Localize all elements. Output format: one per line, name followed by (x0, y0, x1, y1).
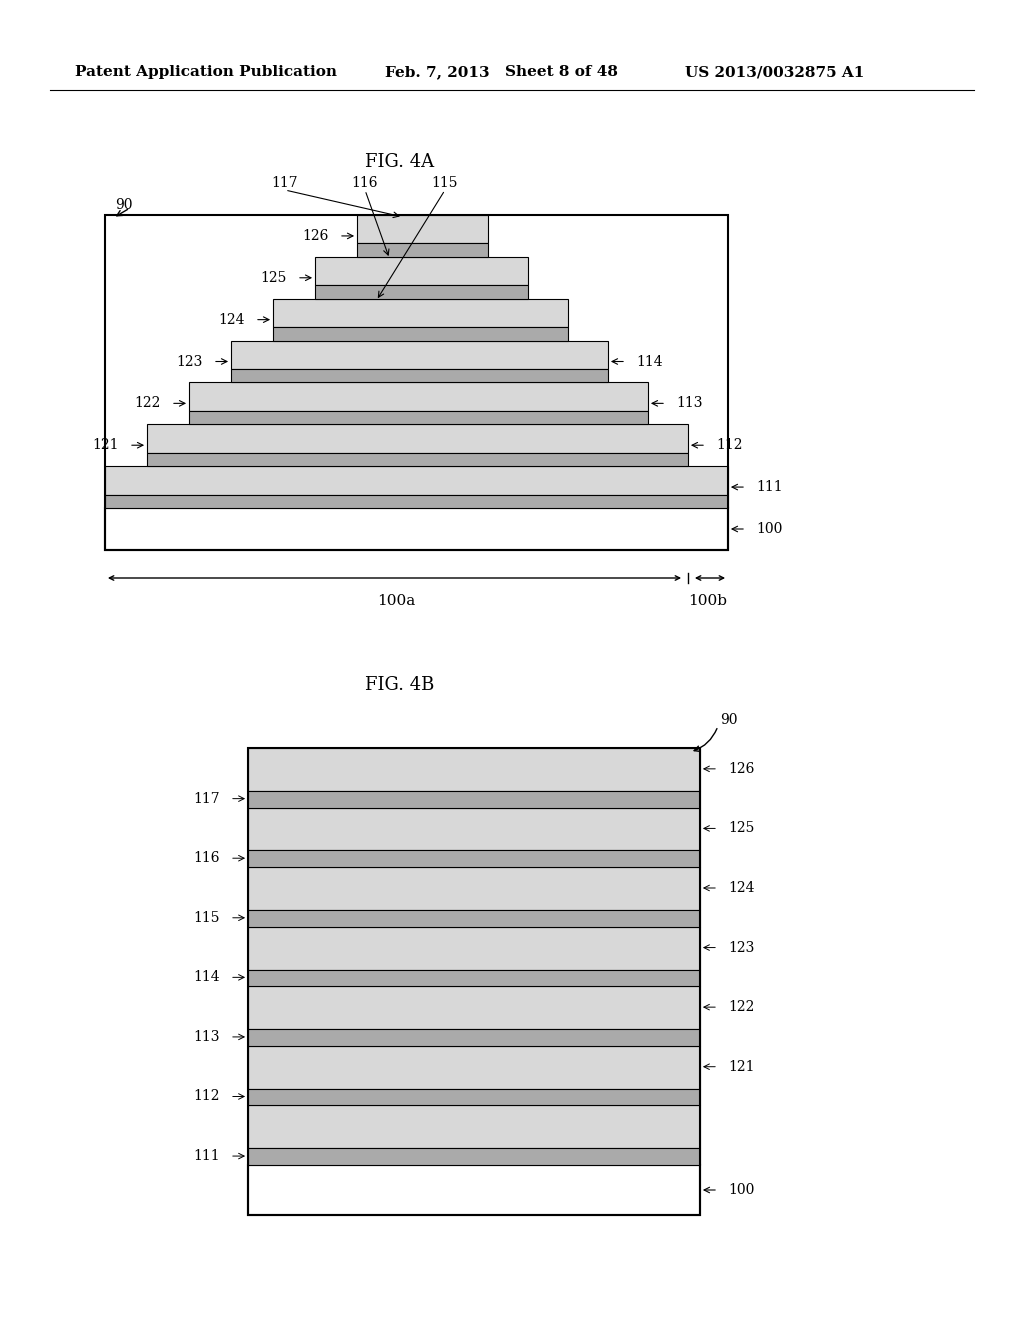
Bar (248, 1089, 700, 1105)
Text: US 2013/0032875 A1: US 2013/0032875 A1 (685, 65, 864, 79)
Text: 113: 113 (676, 396, 702, 411)
Text: 112: 112 (194, 1089, 220, 1104)
Text: 111: 111 (194, 1150, 220, 1163)
Bar (189, 383, 648, 411)
Bar (248, 986, 700, 1030)
Text: Feb. 7, 2013: Feb. 7, 2013 (385, 65, 489, 79)
Text: 90: 90 (115, 198, 132, 213)
Text: 115: 115 (432, 176, 459, 190)
Text: 113: 113 (194, 1030, 220, 1044)
Bar (315, 257, 528, 285)
Bar (273, 298, 568, 327)
Bar (147, 453, 688, 466)
Bar (248, 1105, 700, 1148)
Text: 122: 122 (134, 396, 161, 411)
Text: 124: 124 (728, 880, 755, 895)
Text: FIG. 4B: FIG. 4B (366, 676, 434, 694)
Text: 100a: 100a (378, 594, 416, 609)
Bar (105, 215, 728, 550)
Bar (105, 466, 728, 495)
Text: 116: 116 (194, 851, 220, 865)
Text: 90: 90 (720, 713, 737, 727)
Text: 115: 115 (194, 911, 220, 925)
Bar (248, 1166, 700, 1214)
Text: 112: 112 (716, 438, 742, 453)
Bar (273, 327, 568, 341)
Text: 125: 125 (261, 271, 287, 285)
Bar (248, 748, 700, 1214)
Text: 121: 121 (728, 1060, 755, 1073)
Text: Patent Application Publication: Patent Application Publication (75, 65, 337, 79)
Text: FIG. 4A: FIG. 4A (366, 153, 434, 172)
Bar (189, 411, 648, 424)
Bar (357, 215, 488, 243)
Text: 126: 126 (303, 228, 329, 243)
Bar (248, 850, 700, 867)
Bar (231, 370, 608, 383)
Text: 114: 114 (194, 970, 220, 985)
Bar (248, 1148, 700, 1166)
Bar (248, 867, 700, 909)
Text: 123: 123 (176, 355, 203, 368)
Bar (248, 970, 700, 986)
Text: 117: 117 (271, 176, 298, 190)
Bar (248, 808, 700, 850)
Bar (105, 495, 728, 508)
Bar (248, 1045, 700, 1089)
Bar (231, 341, 608, 370)
Text: 100b: 100b (688, 594, 727, 609)
Text: Sheet 8 of 48: Sheet 8 of 48 (505, 65, 618, 79)
Bar (248, 748, 700, 791)
Text: 117: 117 (194, 792, 220, 805)
Text: 126: 126 (728, 762, 755, 776)
Text: 123: 123 (728, 941, 755, 954)
Text: 116: 116 (352, 176, 378, 190)
Text: 122: 122 (728, 1001, 755, 1014)
Text: 124: 124 (218, 313, 245, 326)
Text: 121: 121 (92, 438, 119, 453)
Bar (357, 243, 488, 257)
Bar (315, 285, 528, 298)
Bar (248, 927, 700, 970)
Text: 114: 114 (636, 355, 663, 368)
Bar (248, 791, 700, 808)
Text: 100: 100 (728, 1183, 755, 1197)
Bar (248, 1030, 700, 1045)
Text: 111: 111 (756, 480, 782, 494)
Bar (147, 424, 688, 453)
Text: 100: 100 (756, 521, 782, 536)
Bar (248, 909, 700, 927)
Bar (105, 508, 728, 550)
Text: 125: 125 (728, 821, 755, 836)
